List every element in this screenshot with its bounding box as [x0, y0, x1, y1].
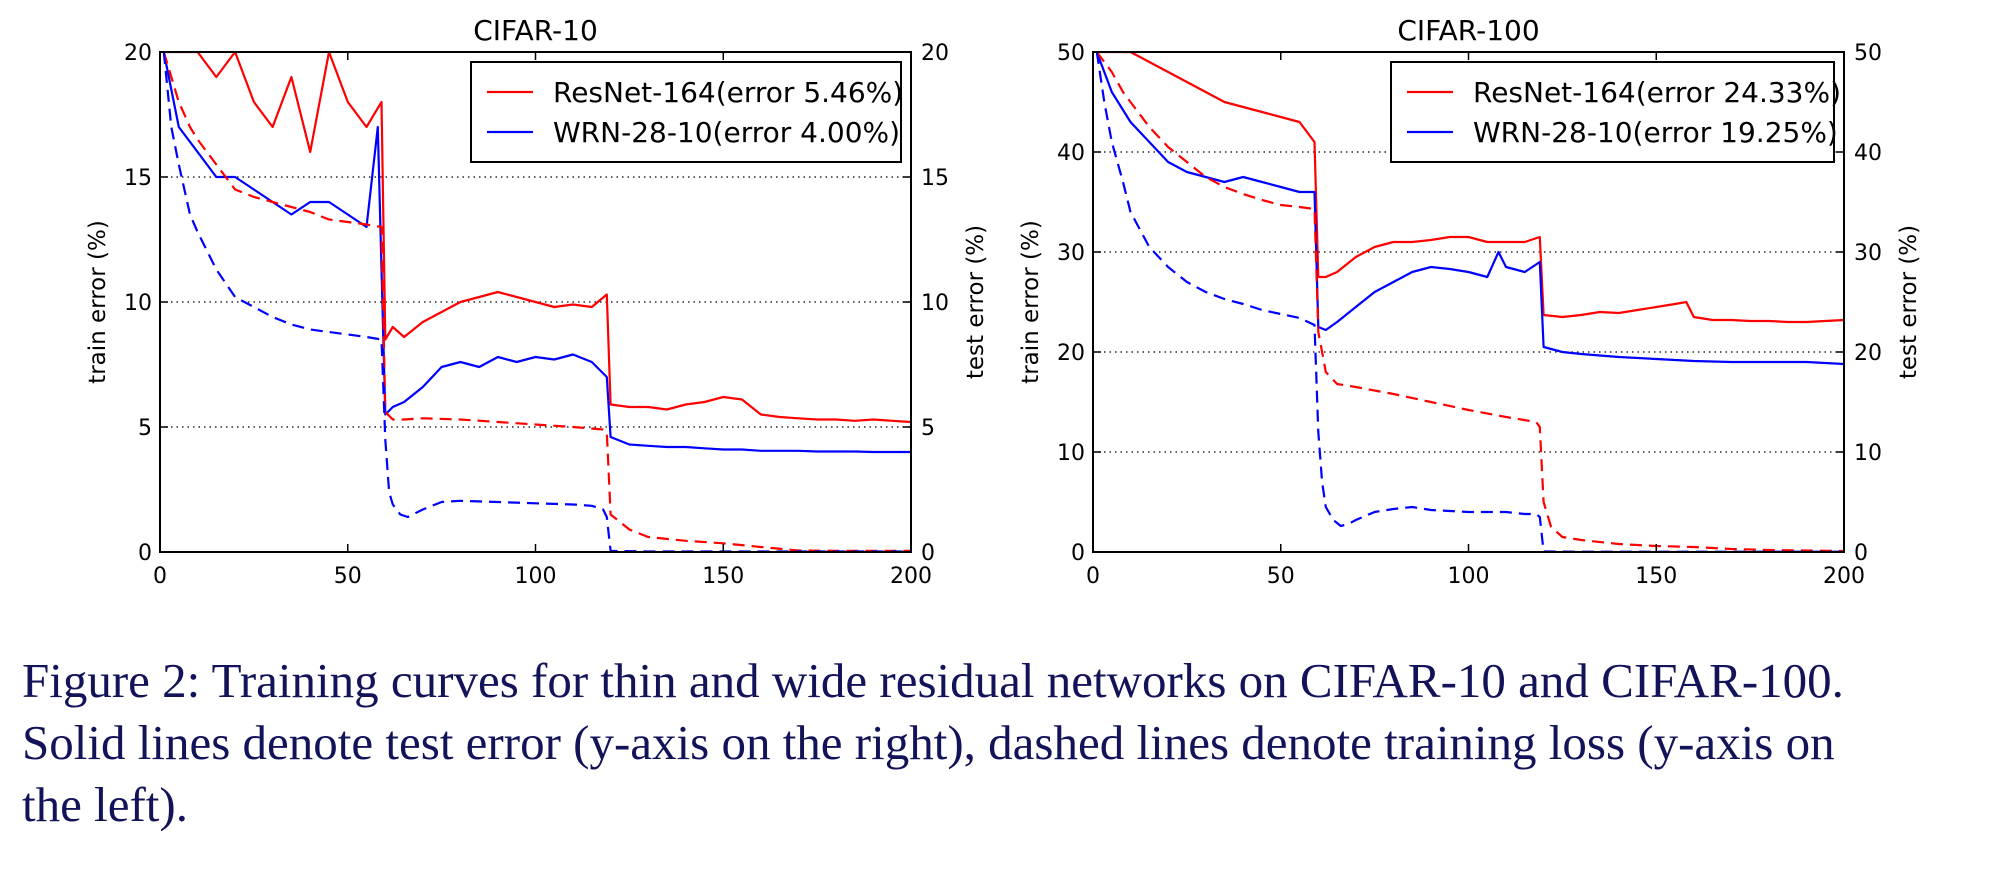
- series-line-dashed-2: [162, 51, 911, 552]
- x-tick-label: 0: [1086, 564, 1100, 589]
- legend: ResNet-164(error 24.33%) WRN-28-10(error …: [1390, 61, 1841, 163]
- y-axis-label-right: test error (%): [1896, 225, 1922, 379]
- legend-label-0: ResNet-164(error 24.33%): [1473, 76, 1841, 109]
- legend-label-0: ResNet-164(error 5.46%): [553, 76, 903, 109]
- y-tick-label-left: 10: [124, 291, 152, 316]
- y-axis-label-left: train error (%): [85, 220, 111, 384]
- legend-box: [470, 61, 902, 163]
- y-tick-label-right: 20: [921, 41, 949, 66]
- y-tick-label-left: 0: [1071, 541, 1085, 566]
- series-line-solid-1: [162, 51, 911, 454]
- y-tick-label-right: 50: [1854, 41, 1882, 66]
- y-tick-label-left: 30: [1057, 241, 1085, 266]
- series-line-solid-0: [163, 50, 912, 424]
- caption-line-2: Solid lines denote test error (y-axis on…: [22, 715, 1835, 770]
- caption-line-1: Figure 2: Training curves for thin and w…: [22, 653, 1844, 708]
- y-axis-label-left: train error (%): [1018, 220, 1044, 384]
- y-tick-label-left: 40: [1057, 141, 1085, 166]
- caption-line-3: the left).: [22, 777, 188, 832]
- y-tick-label-right: 30: [1854, 241, 1882, 266]
- y-tick-label-right: 20: [1854, 341, 1882, 366]
- legend-label-1: WRN-28-10(error 4.00%): [553, 116, 900, 149]
- y-tick-label-left: 0: [138, 541, 152, 566]
- y-axis-label-right: test error (%): [963, 225, 989, 379]
- legend: ResNet-164(error 5.46%) WRN-28-10(error 4…: [470, 61, 903, 163]
- legend-box: [1390, 61, 1835, 163]
- x-tick-label: 100: [515, 564, 557, 589]
- plot-top-mask: [100, 0, 971, 51]
- series-line-dashed-2: [1095, 51, 1845, 553]
- y-tick-label-right: 40: [1854, 141, 1882, 166]
- x-tick-label: 0: [153, 564, 167, 589]
- x-tick-label: 150: [702, 564, 744, 589]
- y-tick-label-right: 0: [1854, 541, 1868, 566]
- chart-title: CIFAR-100: [1397, 14, 1539, 47]
- y-tick-label-left: 15: [124, 166, 152, 191]
- y-tick-label-left: 10: [1057, 441, 1085, 466]
- x-tick-label: 150: [1635, 564, 1677, 589]
- x-tick-label: 50: [1267, 564, 1295, 589]
- x-tick-label: 200: [1823, 564, 1865, 589]
- series-line-dashed-3: [1095, 51, 1844, 553]
- x-tick-label: 50: [334, 564, 362, 589]
- y-tick-label-left: 50: [1057, 41, 1085, 66]
- chart-title: CIFAR-10: [473, 14, 598, 47]
- y-tick-label-left: 5: [138, 416, 152, 441]
- legend-label-1: WRN-28-10(error 19.25%): [1473, 116, 1838, 149]
- y-tick-label-right: 10: [1854, 441, 1882, 466]
- x-tick-label: 100: [1448, 564, 1490, 589]
- y-tick-label-right: 5: [921, 416, 935, 441]
- figure-caption: Figure 2: Training curves for thin and w…: [22, 650, 1982, 836]
- y-tick-label-right: 0: [921, 541, 935, 566]
- series-line-solid-1: [1095, 51, 1845, 366]
- series-line-dashed-3: [162, 51, 911, 553]
- plot-top-mask: [1033, 0, 1904, 51]
- y-tick-label-right: 15: [921, 166, 949, 191]
- y-tick-label-left: 20: [1057, 341, 1085, 366]
- series-line-solid-0: [1096, 50, 1845, 324]
- x-tick-label: 200: [890, 564, 932, 589]
- y-tick-label-right: 10: [921, 291, 949, 316]
- y-tick-label-left: 20: [124, 41, 152, 66]
